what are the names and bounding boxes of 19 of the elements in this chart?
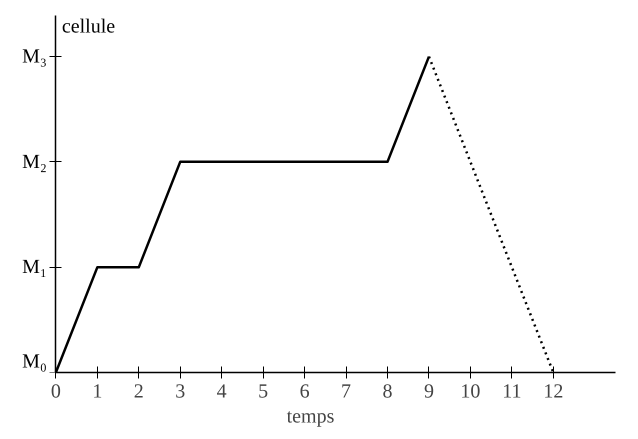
x-tick-label: 0 — [50, 380, 61, 402]
text: M₁ — [22, 256, 47, 278]
x-tick-label: 2 — [134, 380, 144, 402]
x-tick-label: 4 — [216, 380, 227, 402]
x-tick-label: 10 — [460, 380, 480, 402]
x-tick-label: 11 — [502, 380, 522, 402]
x-tick-label: 5 — [258, 380, 268, 402]
x-tick-label: 3 — [175, 380, 186, 402]
x-tick-label: 9 — [424, 380, 434, 402]
x-tick-label: 8 — [382, 380, 392, 402]
x-tick-label: 12 — [543, 380, 564, 402]
x-tick-label: 7 — [341, 380, 352, 402]
x-tick-label: 6 — [300, 380, 310, 402]
x-tick-label: 1 — [92, 380, 102, 402]
text: M₀ — [22, 350, 47, 372]
y-axis-title: cellule — [62, 16, 116, 38]
text: M₃ — [22, 46, 47, 68]
x-axis-title: temps — [286, 406, 335, 428]
text: M₂ — [22, 150, 47, 173]
